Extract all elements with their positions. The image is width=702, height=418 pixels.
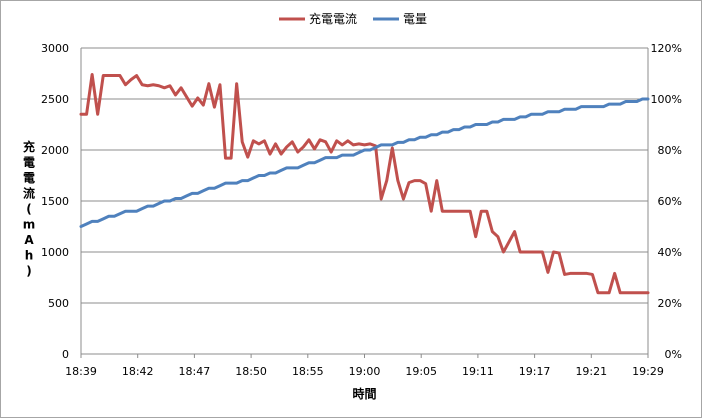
x-tick-labels: 18:39 18:42 18:47 18:50 18:55 19:00 19:05 19:11… bbox=[65, 354, 664, 378]
y-left-tick-label: 1500 bbox=[41, 195, 69, 208]
y-left-tick-label: 2000 bbox=[41, 144, 69, 157]
x-tick-label: 19:05 bbox=[405, 365, 437, 378]
y-right-tick-label: 120% bbox=[651, 42, 682, 55]
y-left-tick-label: 3000 bbox=[41, 42, 69, 55]
y-left-tick-labels: 0 500 1000 1500 2000 2500 3000 bbox=[41, 42, 69, 361]
y-right-tick-label: 60% bbox=[658, 195, 682, 208]
y-axis-title-char: ) bbox=[26, 264, 31, 278]
x-tick-label: 18:55 bbox=[292, 365, 324, 378]
y-axis-title-char: 電 bbox=[23, 171, 35, 185]
y-axis-title-char: A bbox=[24, 233, 34, 247]
series-lines bbox=[79, 73, 650, 295]
series-line-charge-level bbox=[79, 97, 650, 228]
y-right-tick-label: 100% bbox=[651, 93, 682, 106]
x-tick-label: 19:17 bbox=[519, 365, 551, 378]
y-right-tick-labels: 0% 20% 40% 60% 80% 100% 120% bbox=[651, 42, 682, 361]
series-line-charge-current bbox=[79, 73, 650, 295]
x-tick-label: 19:11 bbox=[462, 365, 494, 378]
x-tick-label: 19:00 bbox=[349, 365, 381, 378]
y-left-tick-label: 500 bbox=[48, 297, 69, 310]
y-right-tick-label: 0% bbox=[665, 348, 682, 361]
legend-label: 電量 bbox=[403, 12, 427, 26]
y-right-tick-label: 80% bbox=[658, 144, 682, 157]
y-left-tick-label: 0 bbox=[62, 348, 69, 361]
y-axis-title-char: 電 bbox=[23, 156, 35, 170]
x-tick-label: 18:42 bbox=[122, 365, 154, 378]
y-left-tick-label: 2500 bbox=[41, 93, 69, 106]
x-axis-title: 時間 bbox=[352, 386, 376, 401]
legend: 充電電流 電量 bbox=[279, 11, 427, 26]
y-left-tick-label: 1000 bbox=[41, 246, 69, 259]
y-axis-title-char: 流 bbox=[23, 186, 35, 201]
x-tick-label: 18:39 bbox=[65, 365, 97, 378]
y-axis-title-char: h bbox=[25, 249, 34, 263]
y-right-tick-label: 40% bbox=[658, 246, 682, 259]
y-right-tick-label: 20% bbox=[658, 297, 682, 310]
y-axis-title-char: ( bbox=[26, 202, 31, 216]
x-tick-label: 18:50 bbox=[235, 365, 267, 378]
x-tick-label: 18:47 bbox=[179, 365, 211, 378]
legend-label: 充電電流 bbox=[309, 11, 357, 26]
y-axis-title-char: 充 bbox=[23, 139, 35, 154]
y-axis-title-char: m bbox=[23, 218, 36, 232]
x-tick-label: 19:21 bbox=[575, 365, 607, 378]
x-tick-label: 19:29 bbox=[632, 365, 664, 378]
